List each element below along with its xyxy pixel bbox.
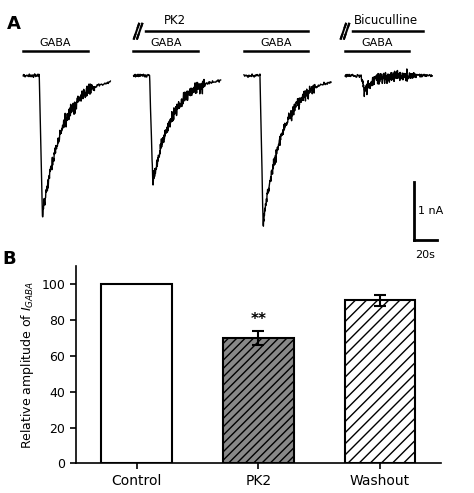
Text: **: ** bbox=[250, 312, 266, 327]
Text: PK2: PK2 bbox=[164, 14, 186, 27]
Text: GABA: GABA bbox=[150, 37, 182, 48]
Text: 20s: 20s bbox=[416, 250, 436, 260]
Text: GABA: GABA bbox=[39, 37, 71, 48]
Text: GABA: GABA bbox=[260, 37, 292, 48]
Bar bbox=[223, 338, 293, 463]
Text: Bicuculline: Bicuculline bbox=[354, 14, 418, 27]
Bar bbox=[101, 284, 172, 463]
Y-axis label: Relative amplitude of $I_{GABA}$: Relative amplitude of $I_{GABA}$ bbox=[19, 281, 36, 449]
Bar bbox=[345, 300, 415, 463]
Text: B: B bbox=[3, 250, 17, 269]
Text: 1 nA: 1 nA bbox=[418, 206, 443, 216]
Text: A: A bbox=[7, 15, 21, 33]
Text: GABA: GABA bbox=[361, 37, 393, 48]
